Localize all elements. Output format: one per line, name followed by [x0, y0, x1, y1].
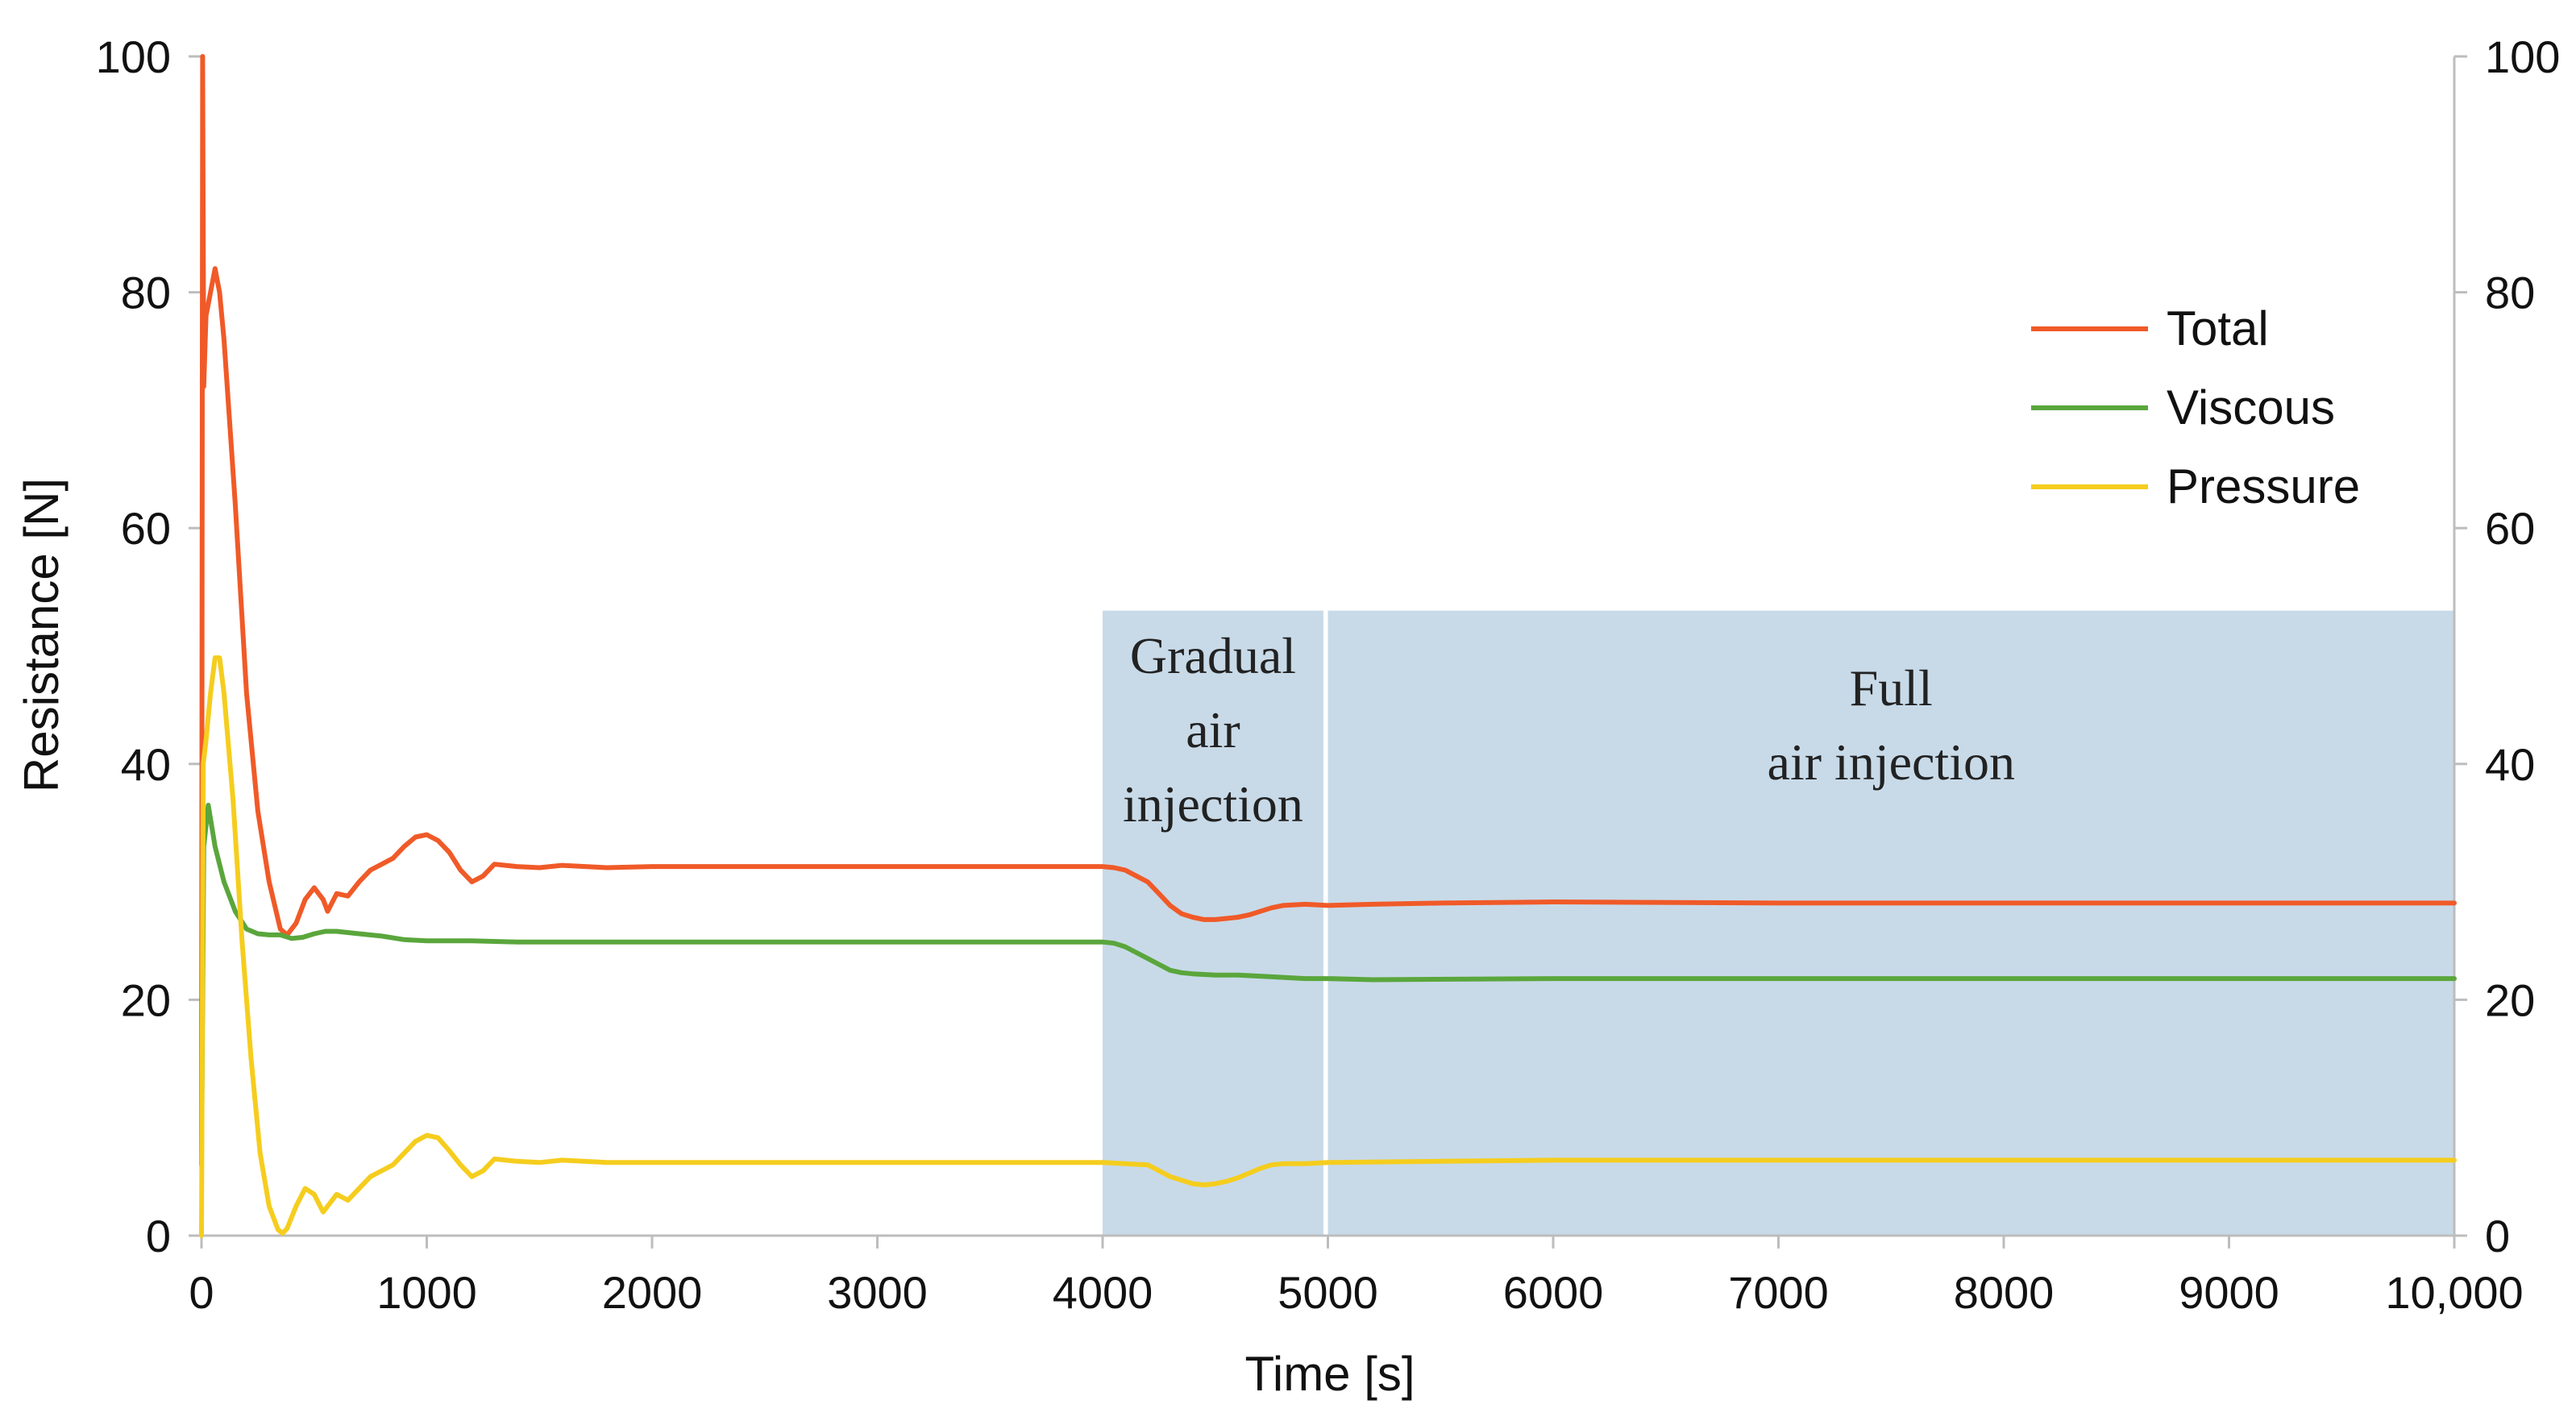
y-tick-label-left: 100 — [96, 31, 171, 82]
legend: Total Viscous Pressure — [2031, 301, 2360, 513]
shaded-region-1 — [1327, 610, 2454, 1236]
legend-label-total: Total — [2167, 301, 2269, 355]
x-tick-label: 9000 — [2179, 1267, 2279, 1318]
y-tick-label-right: 40 — [2485, 739, 2535, 790]
region-label-1-line-1: air injection — [1768, 733, 2015, 791]
x-tick-label: 10,000 — [2385, 1267, 2523, 1318]
y-ticks-right: 0 20 40 60 80 100 — [2454, 31, 2560, 1261]
y-tick-label-right: 20 — [2485, 974, 2535, 1025]
x-tick-label: 7000 — [1728, 1267, 1829, 1318]
shaded-regions — [1103, 610, 2454, 1236]
region-label-0-line-1: air — [1186, 701, 1240, 758]
legend-label-pressure: Pressure — [2167, 459, 2360, 513]
y-tick-label-left: 40 — [121, 739, 171, 790]
y-tick-label-left: 80 — [121, 268, 171, 318]
x-tick-label: 2000 — [602, 1267, 703, 1318]
region-labels: Gradual air injection Full air injection — [1123, 627, 2015, 833]
y-tick-label-right: 60 — [2485, 503, 2535, 554]
x-tick-label: 1000 — [376, 1267, 477, 1318]
x-tick-label: 4000 — [1053, 1267, 1153, 1318]
x-axis-title: Time [s] — [1244, 1347, 1415, 1401]
region-label-1-line-0: Full — [1850, 659, 1933, 717]
series-line-pressure — [199, 655, 2457, 1238]
series-line-viscous — [199, 803, 2457, 1168]
series-line-total — [199, 54, 2457, 1156]
shaded-region-0 — [1103, 610, 1323, 1236]
y-tick-label-right: 0 — [2485, 1211, 2510, 1261]
y-tick-label-left: 60 — [121, 503, 171, 554]
region-label-0-line-2: injection — [1123, 775, 1303, 833]
y-tick-label-left: 0 — [146, 1211, 171, 1261]
y-tick-label-right: 100 — [2485, 31, 2560, 82]
region-label-0-line-0: Gradual — [1130, 627, 1296, 684]
x-tick-label: 3000 — [827, 1267, 928, 1318]
legend-label-viscous: Viscous — [2167, 380, 2335, 434]
y-tick-label-right: 80 — [2485, 268, 2535, 318]
x-tick-label: 0 — [189, 1267, 214, 1318]
x-tick-label: 6000 — [1503, 1267, 1604, 1318]
x-ticks: 0 1000 2000 3000 4000 5000 6000 7000 8000 9000 10,… — [189, 1236, 2524, 1318]
x-tick-label: 5000 — [1278, 1267, 1378, 1318]
y-ticks-left: 0 20 40 60 80 100 — [96, 31, 202, 1261]
y-axis-title: Resistance [N] — [15, 478, 69, 792]
series-lines — [199, 54, 2457, 1238]
y-tick-label-left: 20 — [121, 974, 171, 1025]
x-tick-label: 8000 — [1954, 1267, 2055, 1318]
